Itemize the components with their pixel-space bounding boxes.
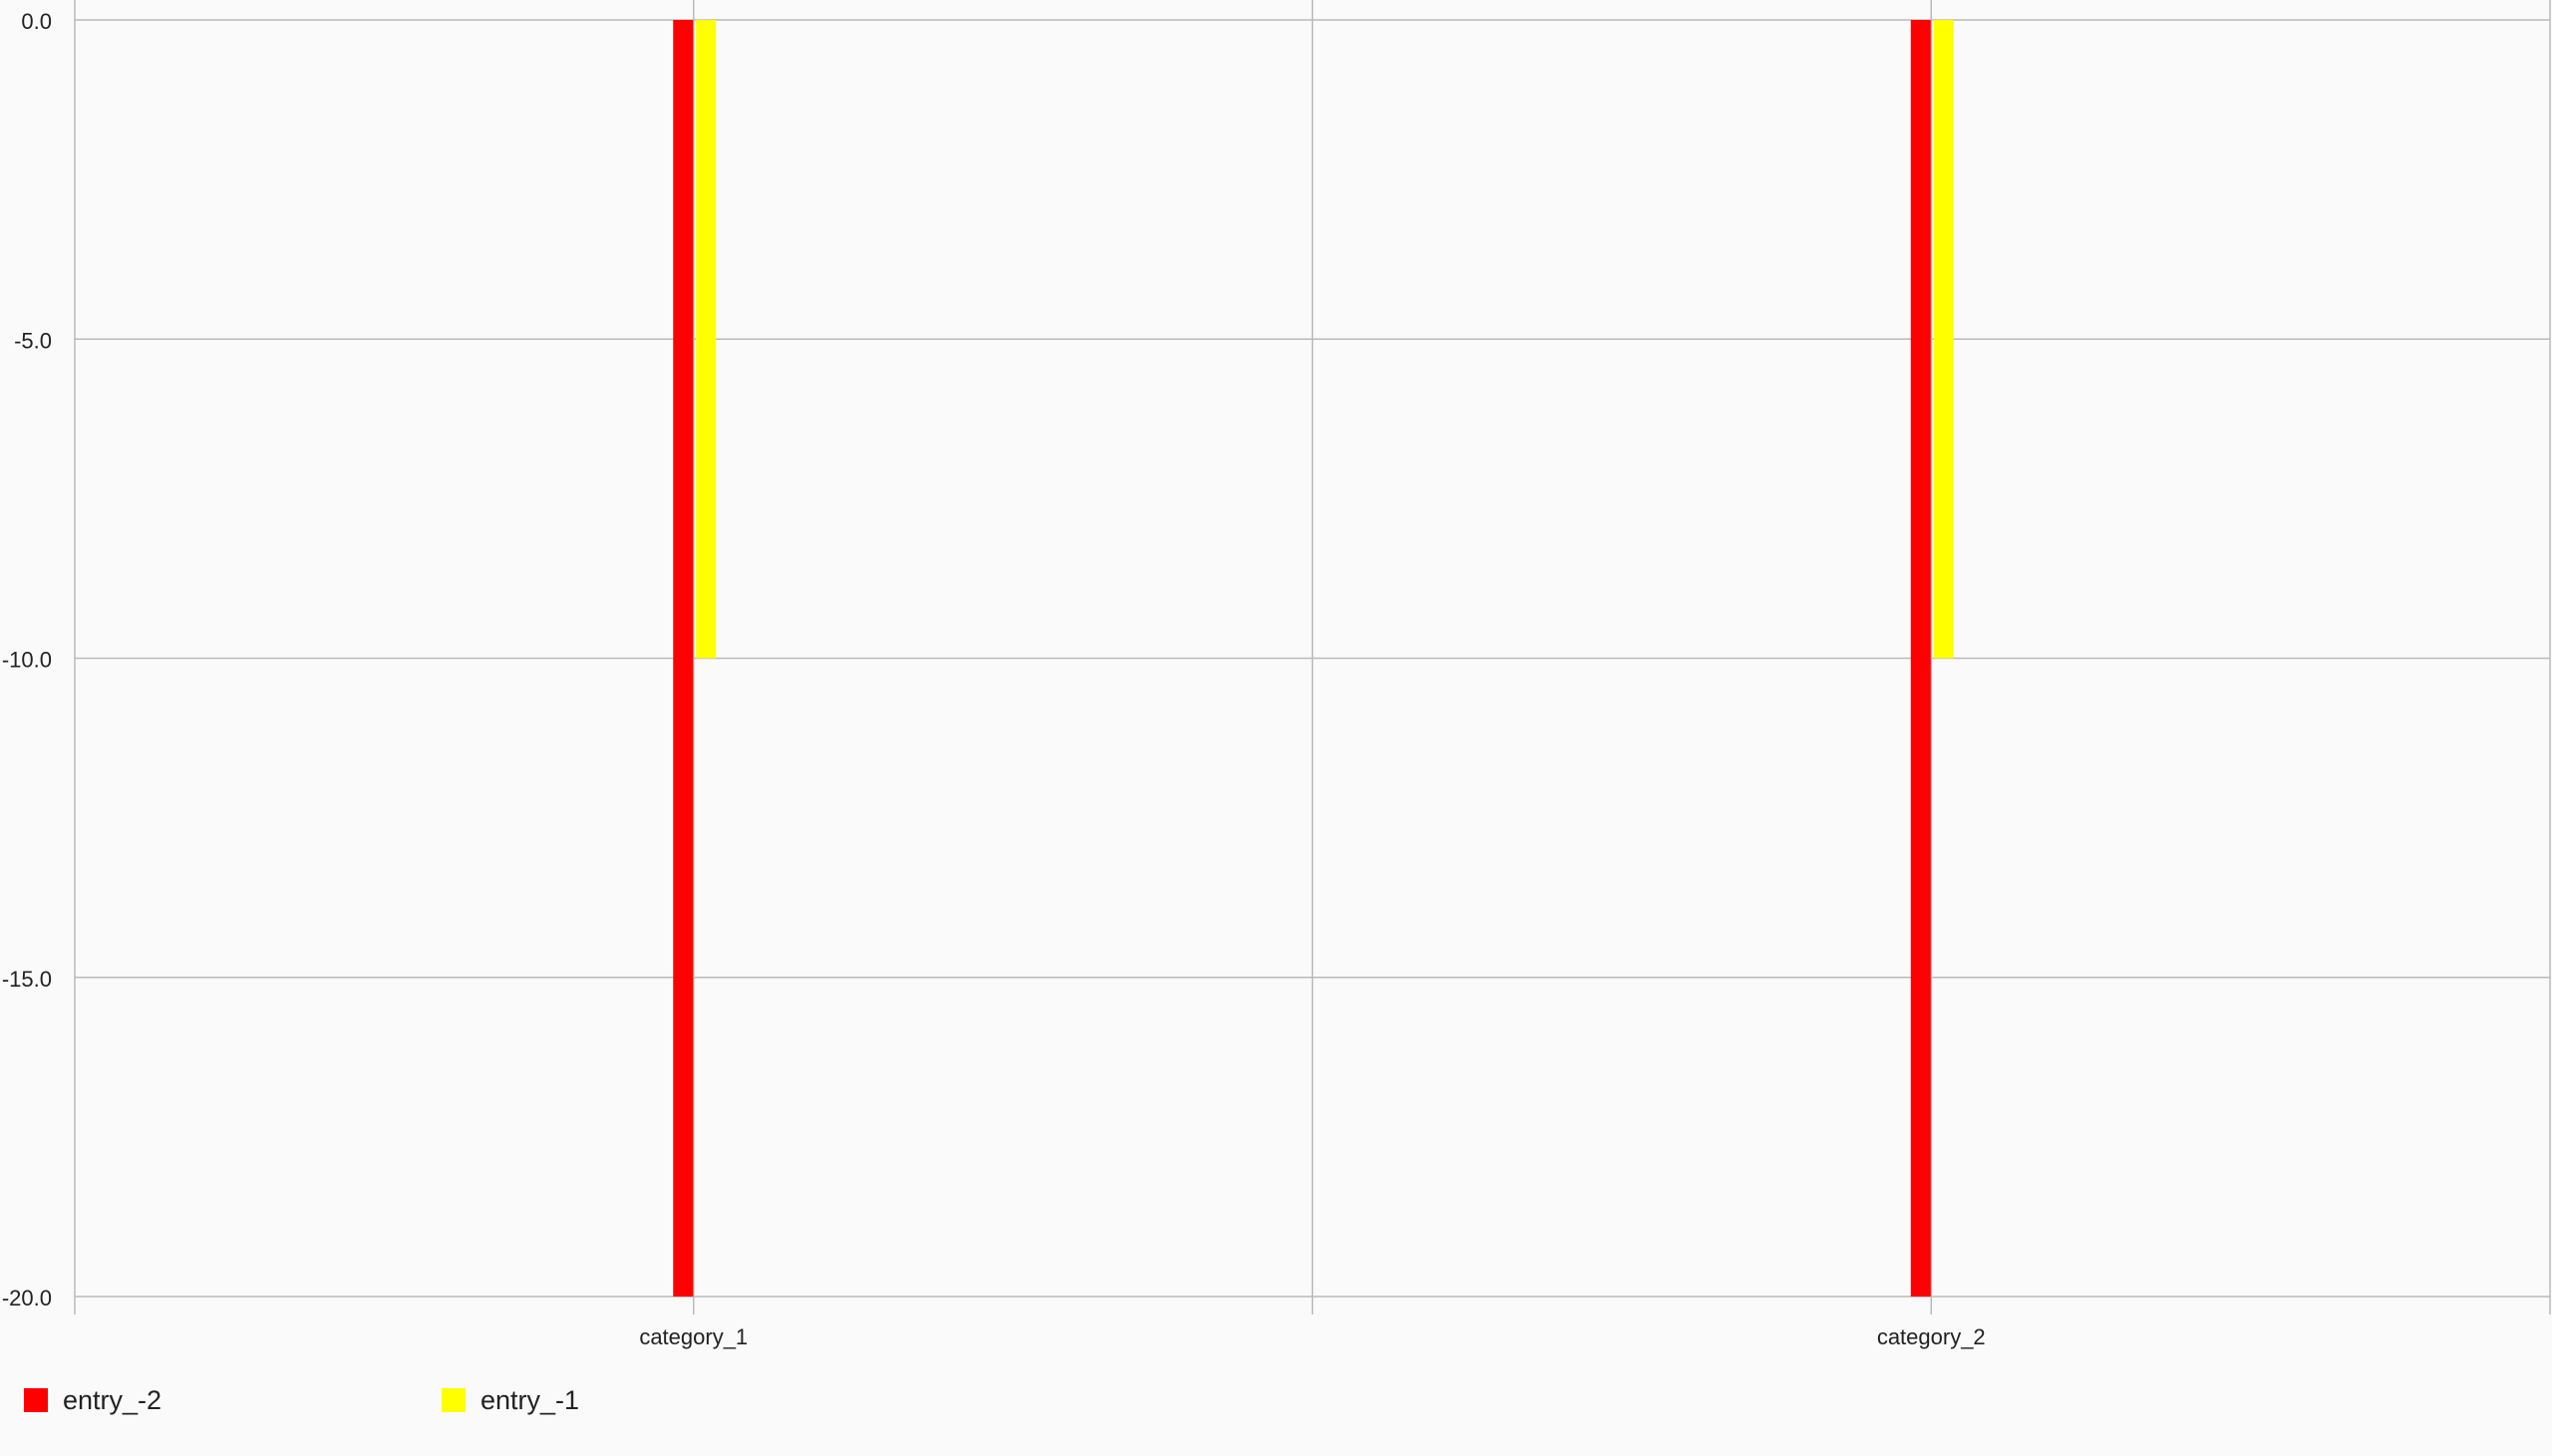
bar-entry_-2-category_2 bbox=[1910, 20, 1931, 1297]
y-tick-label: 0.0 bbox=[21, 9, 52, 34]
y-tick-label: -20.0 bbox=[2, 1286, 52, 1310]
y-tick-label: -10.0 bbox=[2, 648, 52, 673]
legend: entry_-2 entry_-1 bbox=[24, 1385, 579, 1415]
bar-entry_-1-category_1 bbox=[696, 20, 717, 659]
x-tick-label: category_2 bbox=[1877, 1324, 1986, 1349]
grid-layer bbox=[74, 0, 2551, 1314]
bar-entry_-1-category_2 bbox=[1933, 20, 1954, 659]
legend-swatch bbox=[442, 1388, 466, 1412]
axis-layer: 0.0 -5.0 -10.0 -15.0 -20.0 category_1 category… bbox=[2, 9, 1986, 1349]
x-tick-label: category_1 bbox=[639, 1324, 748, 1349]
legend-swatch bbox=[24, 1388, 48, 1412]
bar-layer bbox=[673, 20, 1954, 1297]
bar-entry_-2-category_1 bbox=[673, 20, 694, 1297]
y-tick-label: -15.0 bbox=[2, 967, 52, 992]
legend-label: entry_-2 bbox=[63, 1385, 161, 1415]
y-tick-label: -5.0 bbox=[14, 328, 52, 353]
legend-label: entry_-1 bbox=[480, 1385, 579, 1415]
